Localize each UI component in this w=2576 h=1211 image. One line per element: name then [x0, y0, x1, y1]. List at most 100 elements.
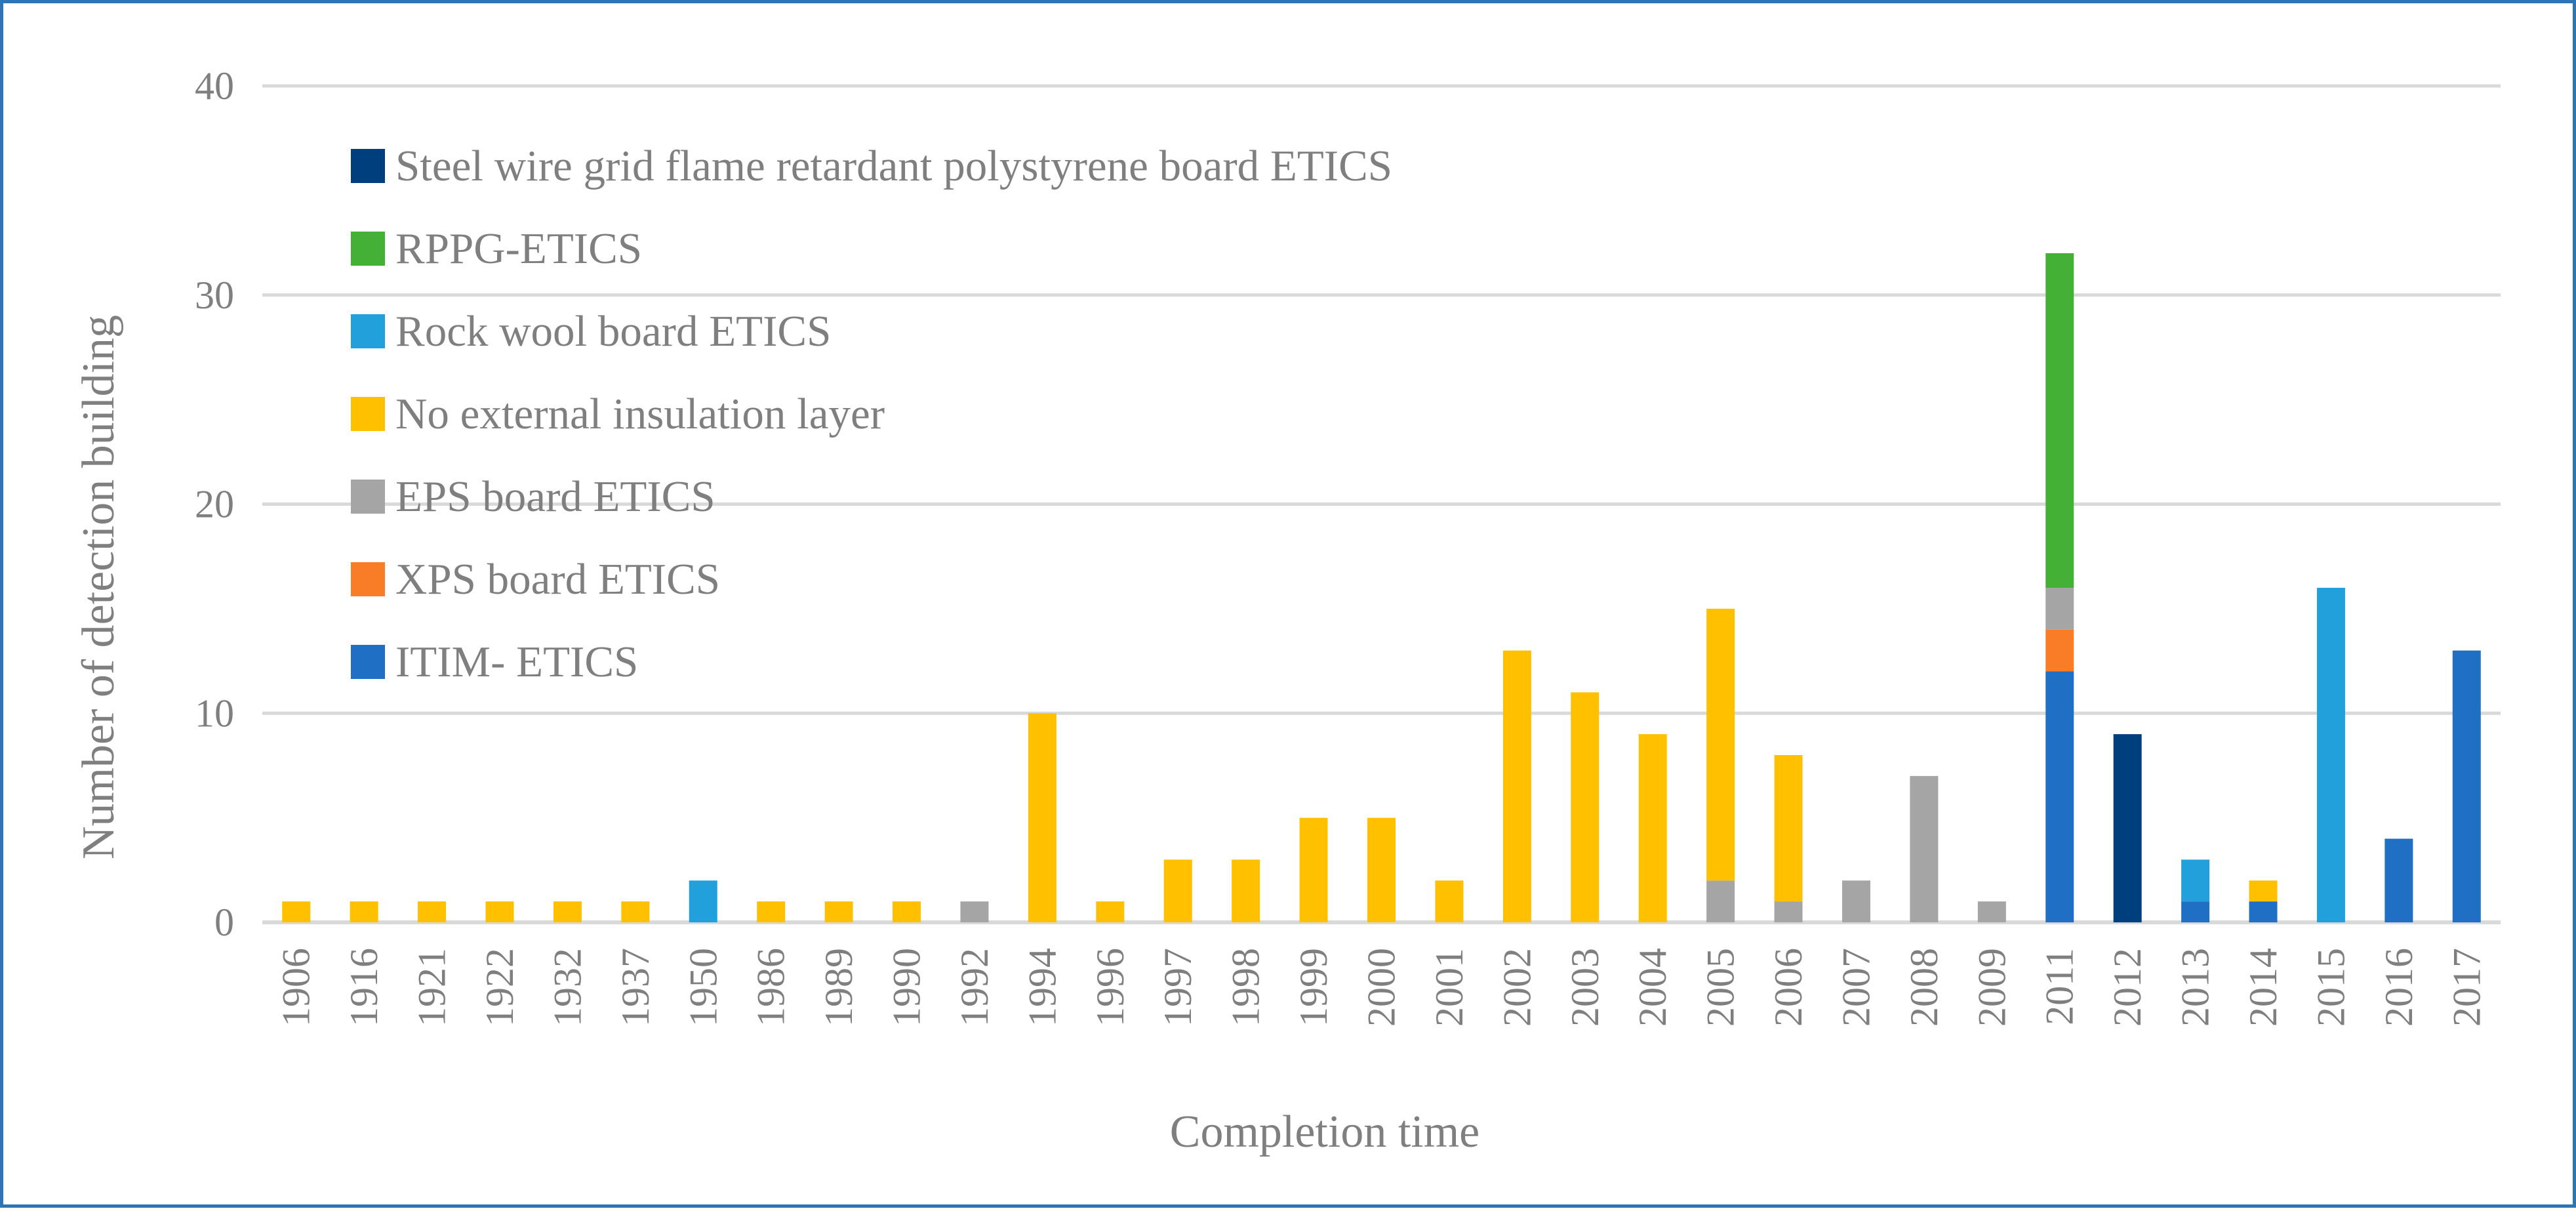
bar-segment [1774, 901, 1803, 922]
x-tick-label: 1994 [1020, 948, 1064, 1027]
bar-segment [2181, 859, 2210, 902]
bar-segment [893, 901, 921, 922]
legend-label: Rock wool board ETICS [395, 307, 831, 356]
bar-segment [2045, 671, 2074, 922]
bar-segment [282, 901, 311, 922]
legend-swatch [351, 149, 385, 183]
bar-segment [1706, 608, 1735, 881]
bar-segment [2452, 650, 2481, 922]
y-tick-label: 30 [195, 274, 234, 317]
x-tick-label: 2003 [1563, 948, 1607, 1027]
bar-segment [689, 880, 717, 922]
bar-segment [553, 901, 582, 922]
x-tick-label: 2014 [2242, 948, 2285, 1027]
y-axis-title: Number of detection building [73, 315, 124, 859]
bar-segment [1502, 650, 1531, 922]
bar-segment [1774, 755, 1803, 902]
bar-segment [2045, 588, 2074, 630]
legend-swatch [351, 397, 385, 431]
x-axis-title: Completion time [1170, 1107, 1479, 1157]
bar-segment [1232, 859, 1260, 922]
x-tick-label: 1997 [1156, 948, 1199, 1027]
bar-segment [485, 901, 514, 922]
x-tick-label: 1922 [478, 948, 521, 1027]
legend-label: XPS board ETICS [395, 555, 720, 604]
x-tick-label: 1906 [275, 948, 318, 1027]
x-tick-label: 1950 [681, 948, 725, 1027]
x-tick-label: 1937 [614, 948, 657, 1027]
bar-segment [824, 901, 853, 922]
bar-segment [1096, 901, 1125, 922]
x-tick-label: 1996 [1089, 948, 1132, 1027]
y-tick-label: 0 [214, 901, 234, 944]
bar-segment [2045, 629, 2074, 672]
bar-segment [2249, 901, 2278, 922]
bar-segment [350, 901, 378, 922]
bar-segment [1028, 713, 1057, 922]
x-tick-label: 2005 [1699, 948, 1742, 1027]
bar-segment [2316, 588, 2345, 922]
bar-segment [1299, 817, 1328, 922]
bar-segment [2181, 901, 2210, 922]
legend-swatch [351, 645, 385, 679]
bar-segment [2045, 253, 2074, 588]
legend-swatch [351, 232, 385, 266]
x-tick-label: 2002 [1495, 948, 1539, 1027]
bar-segment [1638, 734, 1667, 922]
bar-segment [1910, 775, 1939, 922]
x-tick-label: 2015 [2309, 948, 2352, 1027]
y-tick-labels: 0 10 20 30 40 [195, 64, 234, 944]
bars [282, 253, 2481, 922]
legend-label: No external insulation layer [395, 390, 885, 438]
x-tick-label: 2006 [1767, 948, 1810, 1027]
bar-segment [1163, 859, 1192, 922]
x-tick-label: 2008 [1902, 948, 1946, 1027]
legend-label: EPS board ETICS [395, 472, 715, 521]
x-tick-label: 1999 [1292, 948, 1335, 1027]
bar-segment [1367, 817, 1396, 922]
y-tick-label: 20 [195, 483, 234, 526]
x-tick-label: 1986 [750, 948, 793, 1027]
bar-segment [960, 901, 989, 922]
x-tick-label: 2004 [1631, 948, 1674, 1027]
x-tick-label: 1990 [885, 948, 929, 1027]
bar-segment [1571, 692, 1600, 922]
x-tick-label: 2009 [1970, 948, 2013, 1027]
x-tick-label: 1998 [1224, 948, 1268, 1027]
x-tick-labels: 1906 1916 1921 1922 1932 1937 1950 1986 1989 1990… [275, 948, 2489, 1027]
y-tick-label: 40 [195, 64, 234, 108]
x-tick-label: 2011 [2038, 948, 2082, 1025]
x-tick-label: 2001 [1428, 948, 1471, 1027]
x-tick-label: 1921 [411, 948, 454, 1027]
bar-segment [2249, 880, 2278, 902]
x-tick-label: 2017 [2445, 948, 2488, 1027]
bar-segment [1435, 880, 1464, 922]
y-tick-label: 10 [195, 691, 234, 735]
legend-swatch [351, 562, 385, 596]
legend-swatch [351, 314, 385, 348]
bar-segment [621, 901, 650, 922]
x-tick-label: 2016 [2377, 948, 2421, 1027]
x-tick-label: 2012 [2106, 948, 2149, 1027]
x-tick-label: 2000 [1360, 948, 1403, 1027]
x-tick-label: 2007 [1834, 948, 1878, 1027]
legend-label: ITIM- ETICS [395, 638, 638, 686]
x-tick-label: 1992 [953, 948, 996, 1027]
x-tick-label: 1989 [817, 948, 860, 1027]
bar-segment [1706, 880, 1735, 922]
bar-segment [757, 901, 786, 922]
legend-label: RPPG-ETICS [395, 224, 642, 273]
bar-segment [2113, 734, 2142, 922]
bar-segment [1841, 880, 1870, 922]
bar-segment [1977, 901, 2006, 922]
bar-segment [2385, 838, 2413, 922]
bar-segment [418, 901, 447, 922]
x-tick-label: 1932 [546, 948, 589, 1027]
legend-swatch [351, 480, 385, 514]
legend-label: Steel wire grid flame retardant polystyr… [395, 142, 1392, 190]
x-tick-label: 2013 [2174, 948, 2217, 1027]
x-tick-label: 1916 [342, 948, 386, 1027]
legend: Steel wire grid flame retardant polystyr… [351, 142, 1392, 686]
